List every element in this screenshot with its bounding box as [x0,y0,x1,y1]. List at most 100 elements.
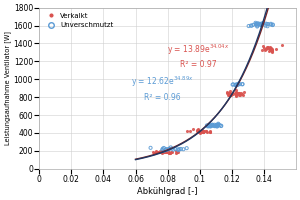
Point [246,24,251,28]
Point [173,150,178,153]
Point [157,150,162,154]
Point [279,43,284,47]
Point [235,83,240,86]
Point [164,147,169,151]
Point [263,22,268,25]
Point [235,91,240,95]
Point [197,130,202,133]
Point [201,130,206,133]
Point [209,124,214,127]
Point [263,49,268,52]
Point [260,48,265,51]
Text: y = 13.89e$^{34.04x}$
R² = 0.97: y = 13.89e$^{34.04x}$ R² = 0.97 [167,43,230,69]
Point [200,129,204,133]
Point [234,91,239,95]
Point [226,94,231,97]
Point [228,92,233,95]
Point [162,150,167,153]
Point [212,123,217,126]
Point [229,93,234,96]
Point [174,150,179,153]
Point [215,124,220,127]
Point [206,124,211,127]
Point [228,93,233,96]
Point [234,91,239,94]
Point [227,89,232,93]
Point [238,92,243,95]
Point [219,124,224,127]
Point [208,124,213,128]
Point [165,149,170,153]
Point [228,91,232,95]
Point [164,151,169,154]
Point [214,123,219,126]
Point [181,148,186,151]
Point [184,147,189,150]
Point [270,49,274,52]
Point [263,24,268,27]
Point [195,128,200,132]
Point [224,90,229,93]
X-axis label: Abkühlgrad [-]: Abkühlgrad [-] [137,187,198,196]
Point [154,150,159,153]
Point [156,150,161,154]
Point [225,91,230,95]
Point [163,150,167,153]
Point [233,84,238,87]
Point [162,151,167,154]
Point [266,22,271,26]
Point [208,125,213,128]
Point [190,128,195,131]
Point [204,130,209,134]
Point [168,152,173,155]
Point [257,22,262,25]
Point [165,148,170,151]
Point [271,23,275,26]
Point [199,130,203,133]
Point [226,93,231,97]
Point [237,94,242,97]
Point [201,131,206,134]
Point [168,146,173,149]
Y-axis label: Leistungsaufnahme Ventilator [W]: Leistungsaufnahme Ventilator [W] [4,31,11,145]
Point [167,147,172,150]
Point [162,150,167,153]
Point [157,150,161,153]
Point [210,124,215,127]
Point [175,148,180,151]
Point [160,151,165,154]
Point [160,151,165,154]
Point [235,92,240,96]
Point [212,124,217,128]
Point [160,151,164,154]
Point [234,94,239,97]
Point [231,83,236,86]
Point [268,48,273,52]
Point [154,150,159,153]
Point [174,151,178,154]
Point [236,83,240,86]
Point [188,130,193,133]
Point [269,23,274,26]
Point [234,83,239,86]
Point [197,131,202,134]
Point [151,150,155,153]
Point [196,129,201,132]
Point [258,23,263,27]
Point [209,124,214,127]
Legend: Verkalkt, Unverschmutzt: Verkalkt, Unverschmutzt [43,11,115,29]
Point [199,128,204,131]
Point [160,148,165,152]
Point [160,149,164,152]
Point [268,47,273,50]
Point [266,46,270,50]
Point [219,124,224,128]
Point [265,47,269,50]
Point [208,130,212,133]
Point [230,83,235,86]
Point [197,129,202,133]
Point [274,48,279,51]
Text: y = 12.62e$^{34.89x}$
R² = 0.96: y = 12.62e$^{34.89x}$ R² = 0.96 [131,75,194,102]
Point [239,92,244,95]
Point [261,44,266,47]
